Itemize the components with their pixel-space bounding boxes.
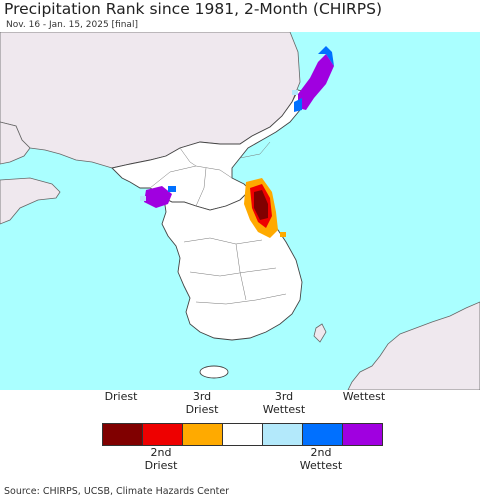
tsushima-island — [313, 323, 327, 343]
map-title: Precipitation Rank since 1981, 2-Month (… — [4, 0, 383, 18]
legend-colorbar — [102, 423, 383, 446]
wet-anomaly-northeast — [292, 46, 334, 112]
legend-label-2nd-driest: 2nd Driest — [144, 446, 178, 472]
legend-label-wettest: Wettest — [342, 390, 386, 403]
swatch-3rd-wettest — [263, 424, 303, 445]
swatch-2nd-wettest — [303, 424, 343, 445]
swatch-driest — [103, 424, 143, 445]
precipitation-rank-map — [0, 32, 480, 390]
jeju-island — [199, 365, 229, 379]
legend-label-3rd-wettest: 3rd Wettest — [262, 390, 306, 416]
swatch-2nd-driest — [143, 424, 183, 445]
dry-anomaly-east — [244, 178, 286, 238]
legend-label-2nd-wettest: 2nd Wettest — [299, 446, 343, 472]
shandong-peninsula — [0, 177, 61, 225]
japan — [347, 301, 480, 390]
date-range-subtitle: Nov. 16 - Jan. 15, 2025 [final] — [6, 20, 138, 30]
wet-anomaly-west — [140, 186, 176, 208]
legend-label-driest: Driest — [104, 390, 138, 403]
province-borders — [149, 141, 287, 305]
liaodong-coast — [0, 121, 31, 165]
swatch-normal — [223, 424, 263, 445]
swatch-3rd-driest — [183, 424, 223, 445]
swatch-wettest — [343, 424, 382, 445]
source-credit: Source: CHIRPS, UCSB, Climate Hazards Ce… — [4, 486, 230, 497]
legend-label-3rd-driest: 3rd Driest — [185, 390, 219, 416]
